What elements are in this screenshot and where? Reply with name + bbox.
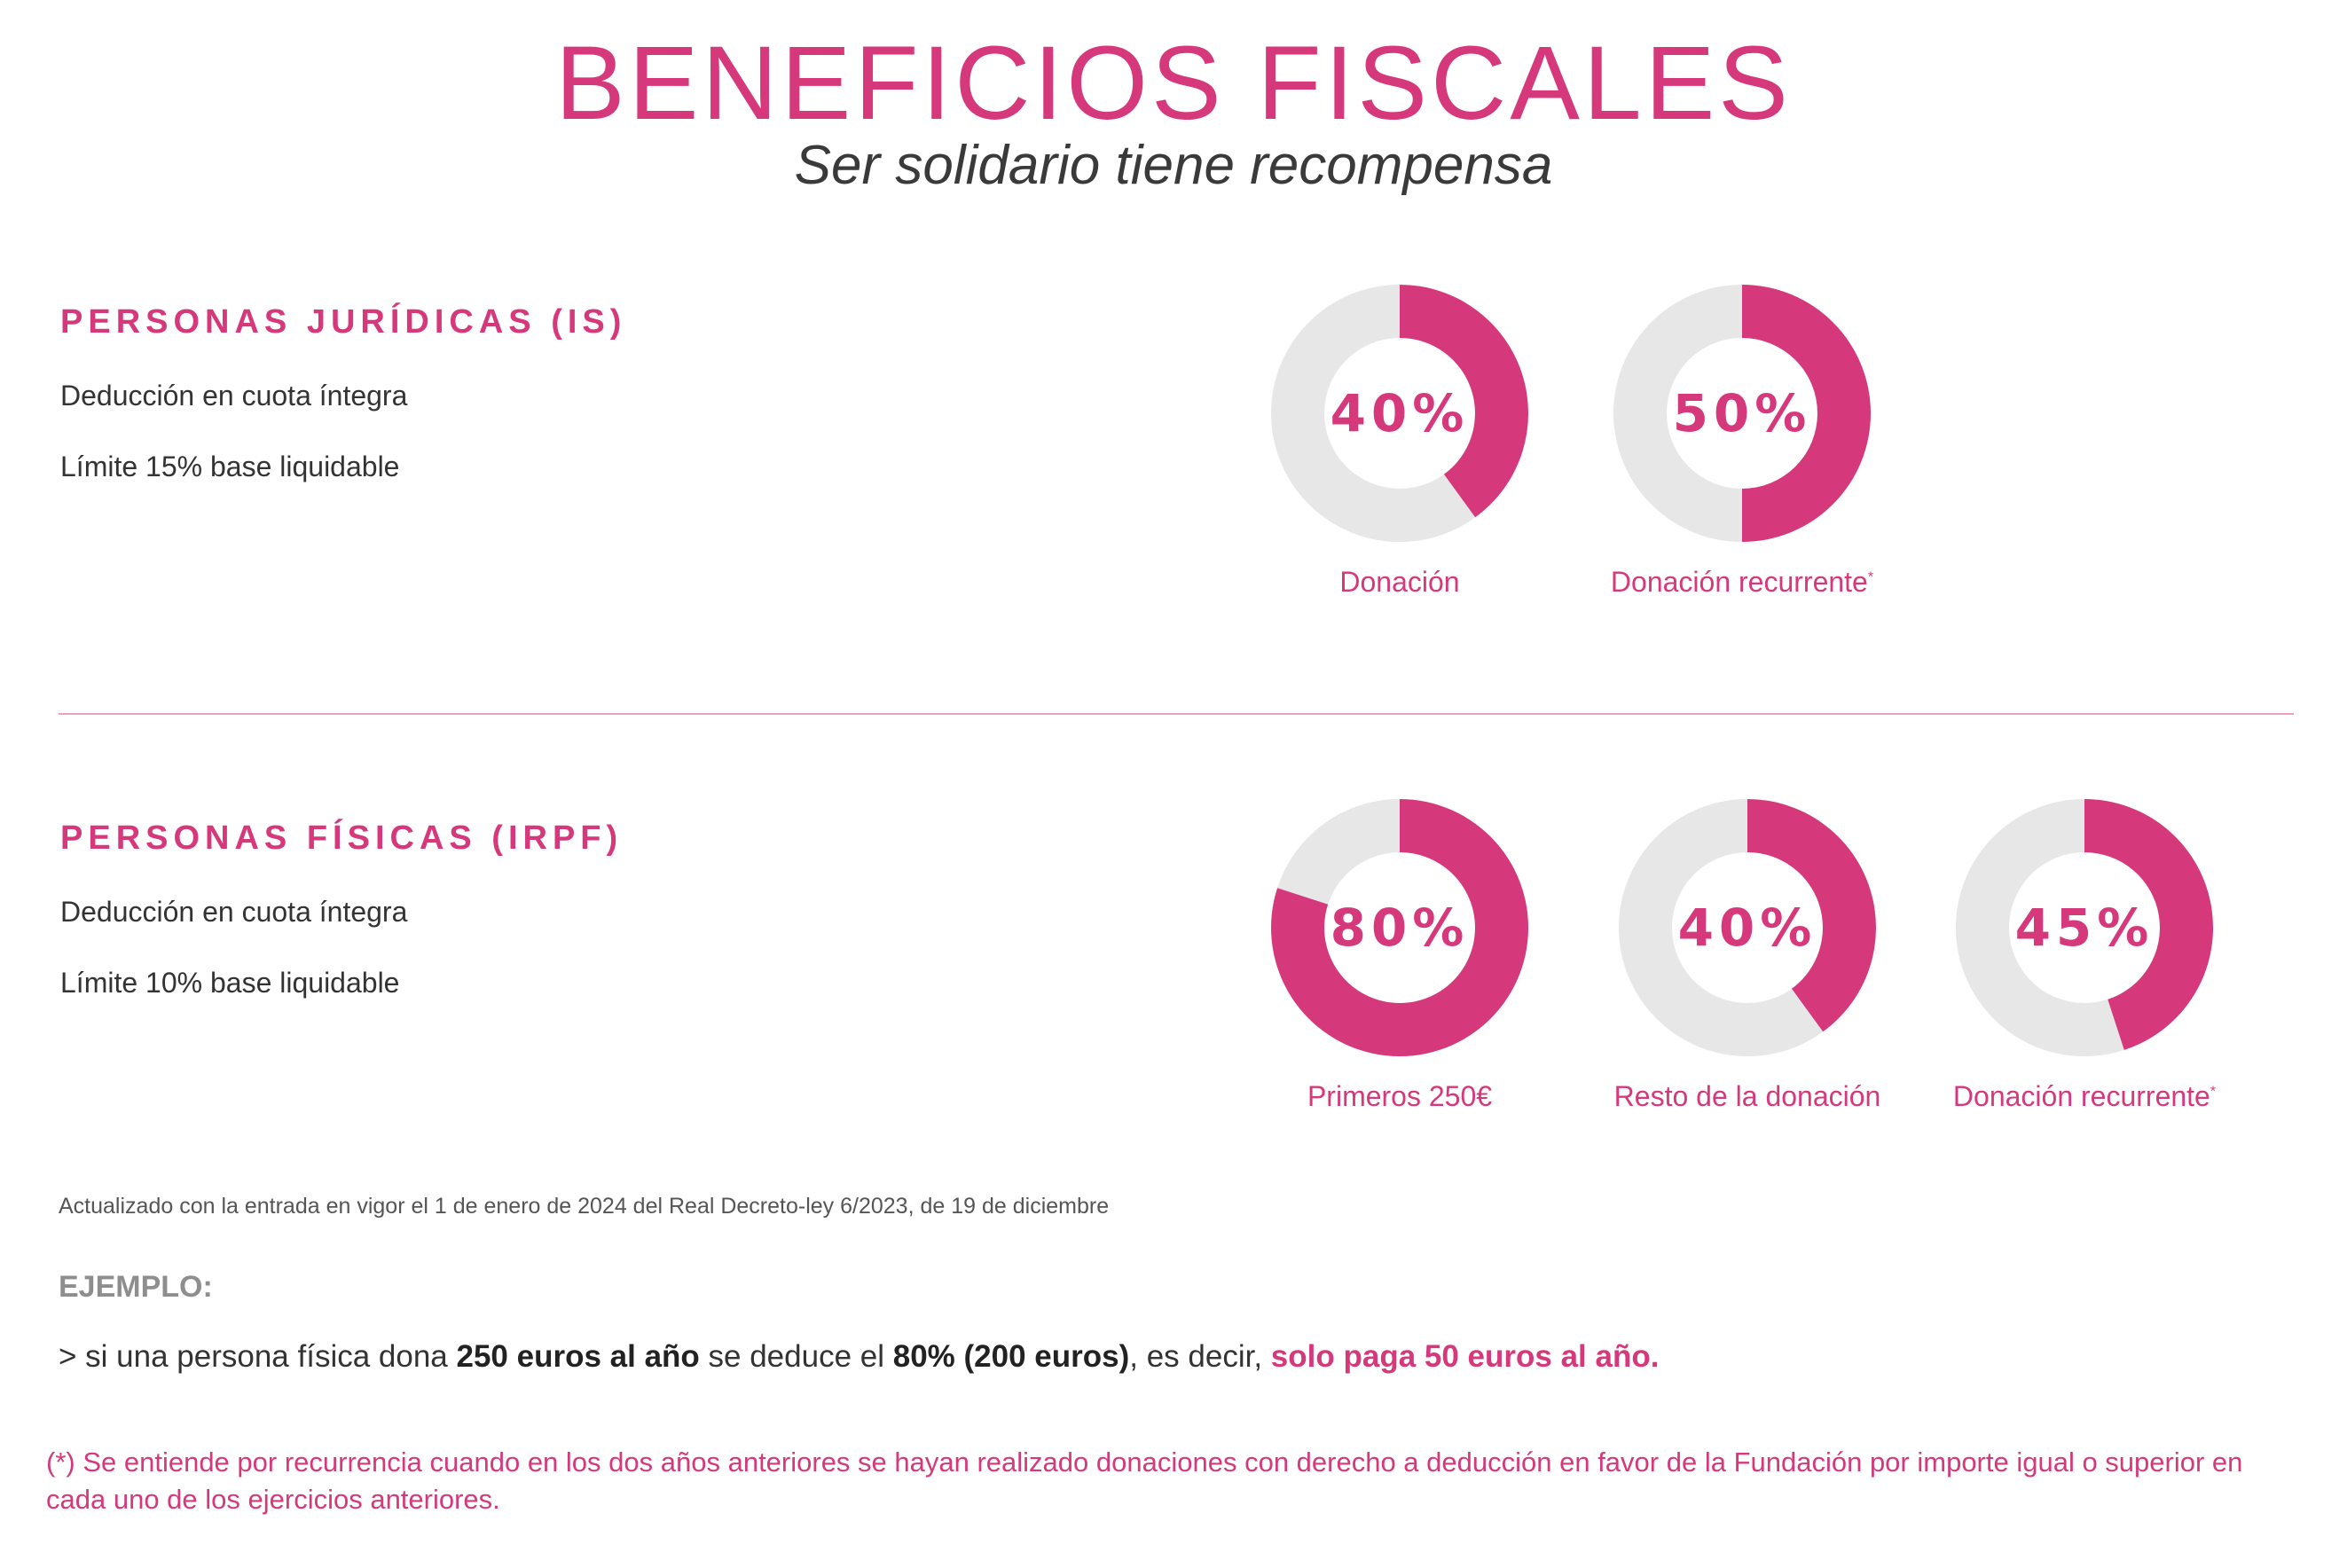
donut-fisicas-resto: 40% Resto de la donación <box>1570 795 1925 1113</box>
donut-label: Donación recurrente* <box>1610 566 1874 598</box>
donut-juridicas-recurrente: 50% Donación recurrente* <box>1565 280 1919 599</box>
donut-segment <box>2084 799 2213 1050</box>
example-text: > si una persona física dona 250 euros a… <box>59 1339 1660 1374</box>
donut-chart: 80% <box>1271 799 1528 1056</box>
donut-percent: 50% <box>1673 383 1812 443</box>
footnote: (*) Se entiende por recurrencia cuando e… <box>46 1446 2243 1515</box>
page-subtitle: Ser solidario tiene recompensa <box>794 135 1553 196</box>
donut-label: Resto de la donación <box>1613 1080 1881 1112</box>
donut-percent: 40% <box>1678 898 1817 958</box>
juridicas-line1: Deducción en cuota íntegra <box>60 380 408 412</box>
donut-segment <box>1271 799 1528 1056</box>
section-divider <box>59 713 2294 715</box>
donut-fisicas-recurrente: 45% Donación recurrente* <box>1907 795 2262 1113</box>
updated-note: Actualizado con la entrada en vigor el 1… <box>59 1194 1110 1219</box>
donut-juridicas-donacion: 40% Donación <box>1222 280 1577 599</box>
donut-percent: 45% <box>2015 898 2155 958</box>
donut-chart: 50% <box>1613 285 1871 542</box>
juridicas-heading: PERSONAS JURÍDICAS (IS) <box>60 303 627 341</box>
fisicas-heading: PERSONAS FÍSICAS (IRPF) <box>60 819 624 857</box>
example-heading: EJEMPLO: <box>59 1270 213 1304</box>
fisicas-line1: Deducción en cuota íntegra <box>60 896 408 928</box>
donut-segment <box>1400 285 1528 518</box>
donut-label: Donación <box>1339 566 1460 598</box>
donut-chart: 40% <box>1619 799 1876 1056</box>
donut-label: Primeros 250€ <box>1307 1080 1493 1112</box>
donut-segment <box>1742 285 1871 542</box>
donut-percent: 80% <box>1330 898 1470 958</box>
donut-segment <box>1747 799 1876 1032</box>
donut-fisicas-primeros: 80% Primeros 250€ <box>1222 795 1577 1113</box>
page-title: BENEFICIOS FISCALES <box>555 25 1792 142</box>
donut-label: Donación recurrente* <box>1952 1080 2217 1112</box>
donut-chart: 40% <box>1271 285 1528 542</box>
donut-percent: 40% <box>1330 383 1470 443</box>
fisicas-line2: Límite 10% base liquidable <box>60 967 400 999</box>
juridicas-line2: Límite 15% base liquidable <box>60 451 400 482</box>
donut-chart: 45% <box>1956 799 2213 1056</box>
